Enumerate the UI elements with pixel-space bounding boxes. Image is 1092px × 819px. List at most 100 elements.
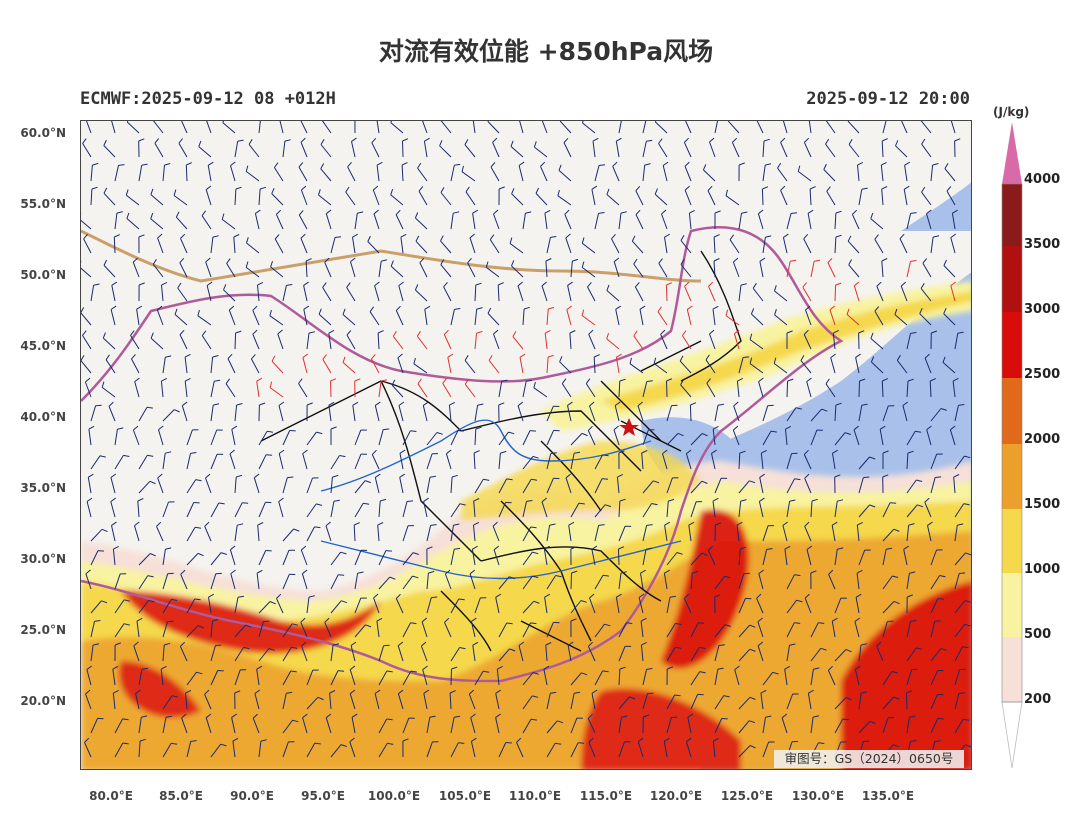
wind-barb-feather	[423, 401, 429, 406]
wind-barb-feather	[926, 425, 932, 431]
wind-barb-feather	[565, 233, 571, 239]
wind-barb	[618, 213, 622, 230]
wind-barb	[498, 502, 507, 518]
wind-barb	[591, 549, 596, 566]
wind-barb-feather	[469, 233, 476, 239]
wind-barb-feather	[805, 305, 811, 311]
wind-barb-feather	[263, 620, 270, 623]
wind-barb-feather	[268, 648, 275, 651]
wind-barb-feather	[147, 454, 154, 457]
wind-barb	[498, 742, 507, 758]
wind-barb-feather	[320, 139, 325, 145]
wind-barb-feather	[644, 163, 651, 166]
wind-barb-feather	[242, 502, 249, 504]
wind-barb-feather	[541, 497, 548, 503]
wind-barb	[797, 171, 812, 182]
wind-barb-feather	[301, 185, 307, 191]
wind-barb	[402, 430, 411, 446]
wind-barb-feather	[465, 186, 470, 193]
lat-label-35: 35.0°N	[20, 481, 66, 495]
wind-barb	[210, 552, 222, 566]
lat-label-30: 30.0°N	[20, 552, 66, 566]
wind-barb	[618, 500, 621, 518]
wind-barb	[847, 240, 860, 254]
wind-barb-feather	[870, 356, 875, 363]
wind-barb-feather	[459, 503, 466, 506]
wind-barb	[322, 359, 332, 374]
map-canvas[interactable]	[81, 121, 972, 770]
wind-barb	[442, 383, 452, 398]
wind-barb	[834, 212, 837, 230]
wind-barb-feather	[591, 545, 598, 550]
wind-barb	[690, 671, 701, 686]
wind-barb	[258, 121, 261, 134]
wind-barb	[637, 405, 644, 422]
wind-barb-feather	[131, 354, 136, 360]
wind-barb	[179, 334, 188, 350]
wind-barb	[205, 189, 212, 206]
wind-barb-feather	[125, 189, 129, 196]
wind-barb	[318, 194, 332, 206]
wind-barb	[473, 452, 476, 470]
wind-barb	[160, 381, 164, 398]
wind-barb	[734, 669, 740, 686]
wind-barb	[827, 670, 836, 686]
wind-barb-feather	[395, 209, 401, 215]
wind-barb	[930, 621, 936, 638]
wind-barb	[371, 142, 380, 158]
wind-barb	[803, 238, 812, 254]
wind-barb-feather	[214, 379, 221, 382]
wind-barb	[162, 357, 166, 374]
wind-barb	[472, 213, 476, 230]
wind-barb	[450, 717, 455, 734]
wind-barb	[114, 718, 124, 734]
wind-barb	[162, 501, 169, 518]
wind-barb	[664, 525, 668, 542]
wind-barb-feather	[757, 641, 764, 647]
wind-barb	[282, 741, 289, 758]
wind-barb	[258, 621, 264, 638]
colorbar-label-200: 200	[1024, 692, 1052, 707]
wind-barb	[906, 261, 911, 278]
map-panel[interactable]	[80, 120, 972, 770]
wind-barb-feather	[893, 528, 900, 532]
wind-barb	[279, 121, 284, 134]
wind-barb-feather	[598, 524, 605, 526]
wind-barb	[157, 237, 164, 254]
wind-barb-feather	[690, 402, 697, 406]
wind-barb	[234, 502, 243, 518]
wind-barb	[689, 404, 692, 422]
wind-barb	[330, 237, 336, 254]
wind-barb-feather	[245, 261, 249, 268]
colorbar-1000	[1002, 573, 1022, 637]
wind-barb-feather	[837, 499, 844, 502]
wind-barb	[473, 501, 476, 518]
cape-east-coast	[661, 509, 749, 669]
wind-barb	[738, 624, 751, 638]
wind-barb	[655, 121, 668, 134]
wind-barb-feather	[236, 403, 243, 406]
wind-barb-feather	[900, 281, 907, 287]
wind-barb-feather	[204, 521, 210, 527]
wind-barb-feather	[869, 504, 876, 508]
wind-barb-feather	[950, 281, 956, 287]
wind-barb-feather	[725, 309, 729, 316]
wind-barb-feather	[451, 666, 458, 670]
wind-barb	[585, 383, 596, 398]
wind-barb	[228, 309, 236, 326]
wind-barb	[786, 574, 795, 590]
wind-barb-feather	[532, 672, 539, 675]
wind-barb-feather	[921, 138, 926, 145]
wind-barb	[376, 121, 380, 134]
wind-barb-feather	[226, 258, 231, 264]
wind-barb	[246, 242, 260, 254]
wind-barb	[684, 166, 692, 182]
wind-barb	[346, 334, 356, 350]
lat-label-45: 45.0°N	[20, 339, 66, 353]
wind-barb	[367, 241, 380, 254]
wind-barb-feather	[165, 451, 172, 454]
wind-barb	[472, 121, 476, 134]
wind-barb	[587, 646, 596, 662]
wind-barb-feather	[752, 282, 757, 289]
wind-barb-feather	[133, 425, 139, 431]
